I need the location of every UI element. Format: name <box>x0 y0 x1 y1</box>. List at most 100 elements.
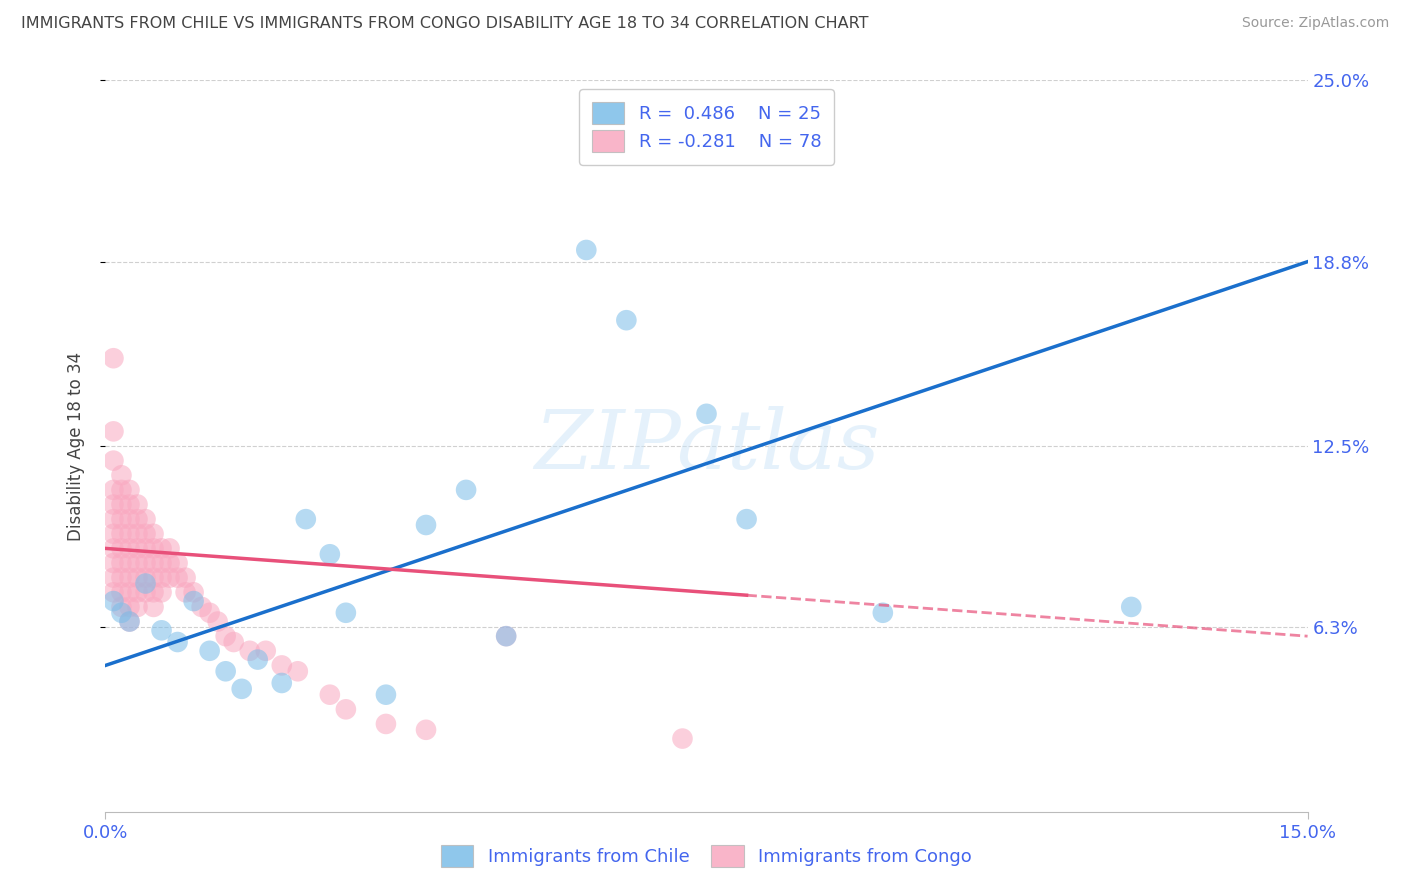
Point <box>735 512 758 526</box>
Point <box>166 635 188 649</box>
Point <box>127 541 149 556</box>
Point <box>103 556 125 570</box>
Point <box>150 585 173 599</box>
Point <box>103 425 125 439</box>
Point <box>103 541 125 556</box>
Point <box>127 498 149 512</box>
Point <box>135 512 157 526</box>
Point <box>127 599 149 614</box>
Point <box>495 629 517 643</box>
Point <box>239 644 262 658</box>
Point <box>118 526 141 541</box>
Point <box>246 652 269 666</box>
Point <box>150 571 173 585</box>
Point <box>110 498 132 512</box>
Point <box>495 629 517 643</box>
Point <box>127 556 149 570</box>
Point <box>118 615 141 629</box>
Point <box>671 731 693 746</box>
Point <box>142 571 165 585</box>
Point <box>231 681 253 696</box>
Point <box>135 556 157 570</box>
Point <box>214 665 236 679</box>
Text: IMMIGRANTS FROM CHILE VS IMMIGRANTS FROM CONGO DISABILITY AGE 18 TO 34 CORRELATI: IMMIGRANTS FROM CHILE VS IMMIGRANTS FROM… <box>21 16 869 31</box>
Point <box>198 644 221 658</box>
Point <box>335 702 357 716</box>
Point <box>190 599 212 614</box>
Point <box>103 512 125 526</box>
Point <box>110 606 132 620</box>
Point <box>118 571 141 585</box>
Point <box>110 541 132 556</box>
Point <box>374 688 398 702</box>
Point <box>110 599 132 614</box>
Point <box>110 526 132 541</box>
Point <box>142 526 165 541</box>
Point <box>319 688 342 702</box>
Point <box>159 571 181 585</box>
Point <box>270 676 292 690</box>
Point <box>415 723 437 737</box>
Point <box>142 585 165 599</box>
Text: Source: ZipAtlas.com: Source: ZipAtlas.com <box>1241 16 1389 30</box>
Point <box>150 624 173 638</box>
Point <box>415 518 437 533</box>
Point <box>103 526 125 541</box>
Point <box>374 717 398 731</box>
Point <box>319 547 342 561</box>
Point <box>135 526 157 541</box>
Point <box>183 594 205 608</box>
Point <box>198 606 221 620</box>
Point <box>575 243 598 257</box>
Point <box>295 512 318 526</box>
Point <box>872 606 894 620</box>
Point <box>174 571 197 585</box>
Point <box>118 615 141 629</box>
Point <box>127 512 149 526</box>
Point <box>118 541 141 556</box>
Point <box>103 453 125 467</box>
Point <box>103 585 125 599</box>
Y-axis label: Disability Age 18 to 34: Disability Age 18 to 34 <box>66 351 84 541</box>
Point <box>103 483 125 497</box>
Point <box>214 629 236 643</box>
Point <box>174 585 197 599</box>
Point <box>616 313 638 327</box>
Point <box>110 483 132 497</box>
Point <box>118 498 141 512</box>
Point <box>118 483 141 497</box>
Point <box>135 541 157 556</box>
Point <box>110 556 132 570</box>
Point <box>207 615 229 629</box>
Point <box>118 512 141 526</box>
Point <box>254 644 277 658</box>
Point <box>127 526 149 541</box>
Point <box>287 665 309 679</box>
Point <box>135 571 157 585</box>
Point <box>135 585 157 599</box>
Point <box>183 585 205 599</box>
Point <box>118 585 141 599</box>
Point <box>110 468 132 483</box>
Point <box>118 556 141 570</box>
Point <box>135 576 157 591</box>
Point <box>222 635 245 649</box>
Point <box>335 606 357 620</box>
Point <box>159 541 181 556</box>
Legend: Immigrants from Chile, Immigrants from Congo: Immigrants from Chile, Immigrants from C… <box>432 836 981 876</box>
Point <box>142 599 165 614</box>
Point <box>166 571 188 585</box>
Point <box>103 351 125 366</box>
Point <box>150 556 173 570</box>
Point <box>103 571 125 585</box>
Point <box>118 599 141 614</box>
Text: ZIPatlas: ZIPatlas <box>534 406 879 486</box>
Point <box>454 483 477 497</box>
Point <box>1121 599 1143 614</box>
Point <box>127 571 149 585</box>
Point <box>110 571 132 585</box>
Point <box>142 541 165 556</box>
Point <box>110 585 132 599</box>
Point <box>110 512 132 526</box>
Point <box>696 407 718 421</box>
